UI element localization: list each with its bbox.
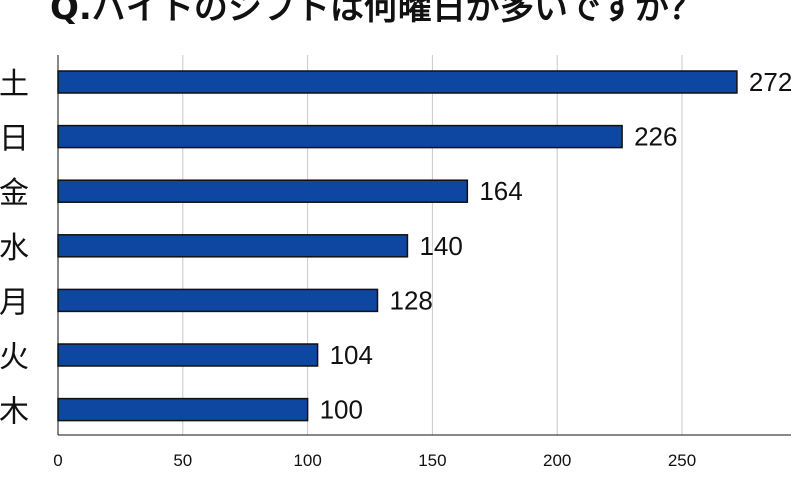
x-tick-label: 0 xyxy=(53,451,62,470)
chart-title: Q.バイトのシフトは何曜日が多いですか？ xyxy=(50,0,703,28)
x-tick-label: 100 xyxy=(293,451,321,470)
category-label: 金 xyxy=(0,176,29,211)
x-tick-labels: 050100150200250300 xyxy=(53,451,696,470)
x-tick-label: 200 xyxy=(543,451,571,470)
x-tick-label: 50 xyxy=(173,451,192,470)
bar-4 xyxy=(57,288,379,313)
category-label: 土 xyxy=(0,67,29,102)
x-tick-label: 250 xyxy=(668,451,696,470)
category-label: 日 xyxy=(0,122,29,157)
bar-5 xyxy=(57,343,319,367)
category-label: 火 xyxy=(0,340,29,375)
value-label: 164 xyxy=(479,176,522,206)
value-label: 272 xyxy=(749,67,791,97)
category-label: 月 xyxy=(0,285,29,320)
category-label: 木 xyxy=(0,395,29,430)
bar-2 xyxy=(57,179,469,203)
bar-3 xyxy=(57,234,409,258)
value-label: 128 xyxy=(389,285,432,315)
value-label: 140 xyxy=(419,231,462,261)
value-labels: 272 226 164 140 128 104 100 xyxy=(320,67,791,425)
value-label: 100 xyxy=(320,395,363,425)
bar-0 xyxy=(57,70,738,94)
bar-6 xyxy=(57,397,309,422)
value-label: 226 xyxy=(634,122,677,152)
category-label: 水 xyxy=(0,231,29,266)
x-tick-label: 150 xyxy=(418,451,446,470)
value-label: 104 xyxy=(330,340,373,370)
bar-1 xyxy=(57,124,623,149)
